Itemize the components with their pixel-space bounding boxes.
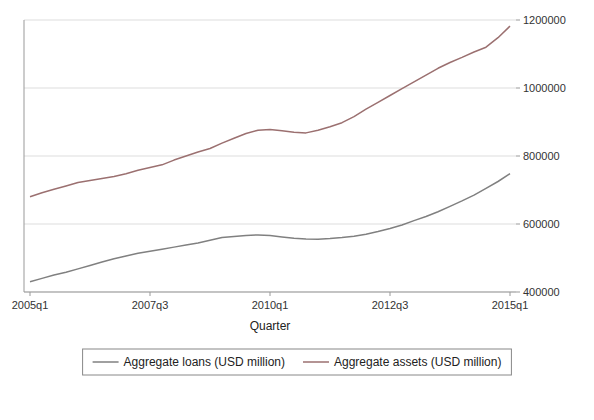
- y-tick-label: 1200000: [523, 14, 566, 26]
- x-tick: [150, 292, 151, 296]
- x-tick-label: 2007q3: [132, 299, 169, 311]
- y-tick-label: 400000: [523, 286, 560, 298]
- grid-line: [24, 20, 516, 21]
- y-tick: [516, 88, 520, 89]
- legend-box: [83, 349, 512, 375]
- legend-label: Aggregate loans (USD million): [124, 355, 285, 369]
- legend-swatch: [93, 361, 119, 363]
- legend-item: Aggregate assets (USD million): [303, 355, 501, 369]
- lines: [30, 26, 510, 282]
- y-tick-label: 1000000: [523, 82, 566, 94]
- grid-line: [24, 88, 516, 89]
- x-axis-label: Quarter: [250, 319, 291, 333]
- x-tick: [30, 292, 31, 296]
- y-tick: [516, 20, 520, 21]
- legend: Aggregate loans (USD million) Aggregate a…: [83, 349, 512, 375]
- y-tick: [516, 292, 520, 293]
- y-tick: [516, 156, 520, 157]
- x-tick: [510, 292, 511, 296]
- series-line: [30, 174, 510, 282]
- x-tick: [270, 292, 271, 296]
- y-tick-label: 800000: [523, 150, 560, 162]
- legend-item: Aggregate loans (USD million): [93, 355, 285, 369]
- x-tick-label: 2010q1: [252, 299, 289, 311]
- y-tick-label: 600000: [523, 218, 560, 230]
- y-axis-line: [24, 20, 25, 292]
- legend-swatch: [303, 361, 329, 363]
- series-line: [30, 26, 510, 197]
- x-tick: [390, 292, 391, 296]
- x-tick-label: 2005q1: [12, 299, 49, 311]
- x-tick-label: 2015q1: [492, 299, 529, 311]
- x-tick-label: 2012q3: [372, 299, 409, 311]
- grid-line: [24, 224, 516, 225]
- chart: 400000 600000 800000 1000000 1200000 2005q1 20…: [0, 0, 594, 420]
- grid-line: [24, 156, 516, 157]
- y-tick: [516, 224, 520, 225]
- legend-label: Aggregate assets (USD million): [334, 355, 501, 369]
- grid: [24, 20, 516, 292]
